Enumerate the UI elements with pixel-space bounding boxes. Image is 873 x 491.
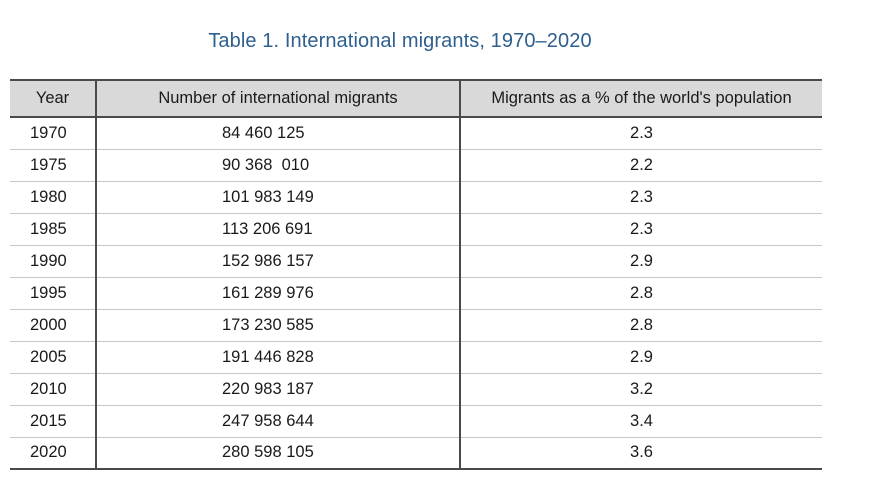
cell-percent: 2.3 [459, 181, 822, 214]
cell-migrants: 101 983 149 [95, 181, 460, 214]
cell-migrants: 247 958 644 [95, 405, 460, 438]
cell-year: 2010 [10, 373, 96, 406]
cell-year: 2005 [10, 341, 96, 374]
table-row: 2020 280 598 105 3.6 [10, 437, 822, 470]
migrants-table: Year Number of international migrants Mi… [10, 79, 822, 470]
table-row: 1970 84 460 125 2.3 [10, 117, 822, 150]
cell-year: 2000 [10, 309, 96, 342]
cell-year: 1980 [10, 181, 96, 214]
cell-percent: 2.9 [459, 341, 822, 374]
cell-year: 1975 [10, 149, 96, 182]
cell-migrants: 280 598 105 [95, 437, 460, 470]
cell-year: 1990 [10, 245, 96, 278]
table-header-row: Year Number of international migrants Mi… [10, 79, 822, 118]
table-row: 1995 161 289 976 2.8 [10, 277, 822, 310]
header-migrants: Number of international migrants [95, 79, 460, 118]
cell-year: 1995 [10, 277, 96, 310]
cell-percent: 3.4 [459, 405, 822, 438]
cell-percent: 2.2 [459, 149, 822, 182]
migrants-table-container: Year Number of international migrants Mi… [10, 79, 822, 470]
cell-migrants: 113 206 691 [95, 213, 460, 246]
cell-percent: 3.2 [459, 373, 822, 406]
table-row: 2015 247 958 644 3.4 [10, 405, 822, 438]
cell-year: 2020 [10, 437, 96, 470]
cell-year: 2015 [10, 405, 96, 438]
table-caption: Table 1. International migrants, 1970–20… [208, 30, 592, 52]
cell-percent: 2.3 [459, 117, 822, 150]
cell-percent: 3.6 [459, 437, 822, 470]
cell-percent: 2.3 [459, 213, 822, 246]
cell-migrants: 84 460 125 [95, 117, 460, 150]
cell-migrants: 220 983 187 [95, 373, 460, 406]
header-percent: Migrants as a % of the world's populatio… [459, 79, 822, 118]
cell-year: 1985 [10, 213, 96, 246]
table-row: 2000 173 230 585 2.8 [10, 309, 822, 342]
cell-year: 1970 [10, 117, 96, 150]
table-row: 1985 113 206 691 2.3 [10, 213, 822, 246]
cell-migrants: 90 368 010 [95, 149, 460, 182]
cell-percent: 2.8 [459, 309, 822, 342]
cell-migrants: 173 230 585 [95, 309, 460, 342]
cell-percent: 2.8 [459, 277, 822, 310]
cell-migrants: 161 289 976 [95, 277, 460, 310]
cell-migrants: 191 446 828 [95, 341, 460, 374]
table-row: 2010 220 983 187 3.2 [10, 373, 822, 406]
cell-migrants: 152 986 157 [95, 245, 460, 278]
header-year: Year [10, 79, 96, 118]
table-row: 1980 101 983 149 2.3 [10, 181, 822, 214]
table-row: 2005 191 446 828 2.9 [10, 341, 822, 374]
table-row: 1975 90 368 010 2.2 [10, 149, 822, 182]
table-row: 1990 152 986 157 2.9 [10, 245, 822, 278]
cell-percent: 2.9 [459, 245, 822, 278]
